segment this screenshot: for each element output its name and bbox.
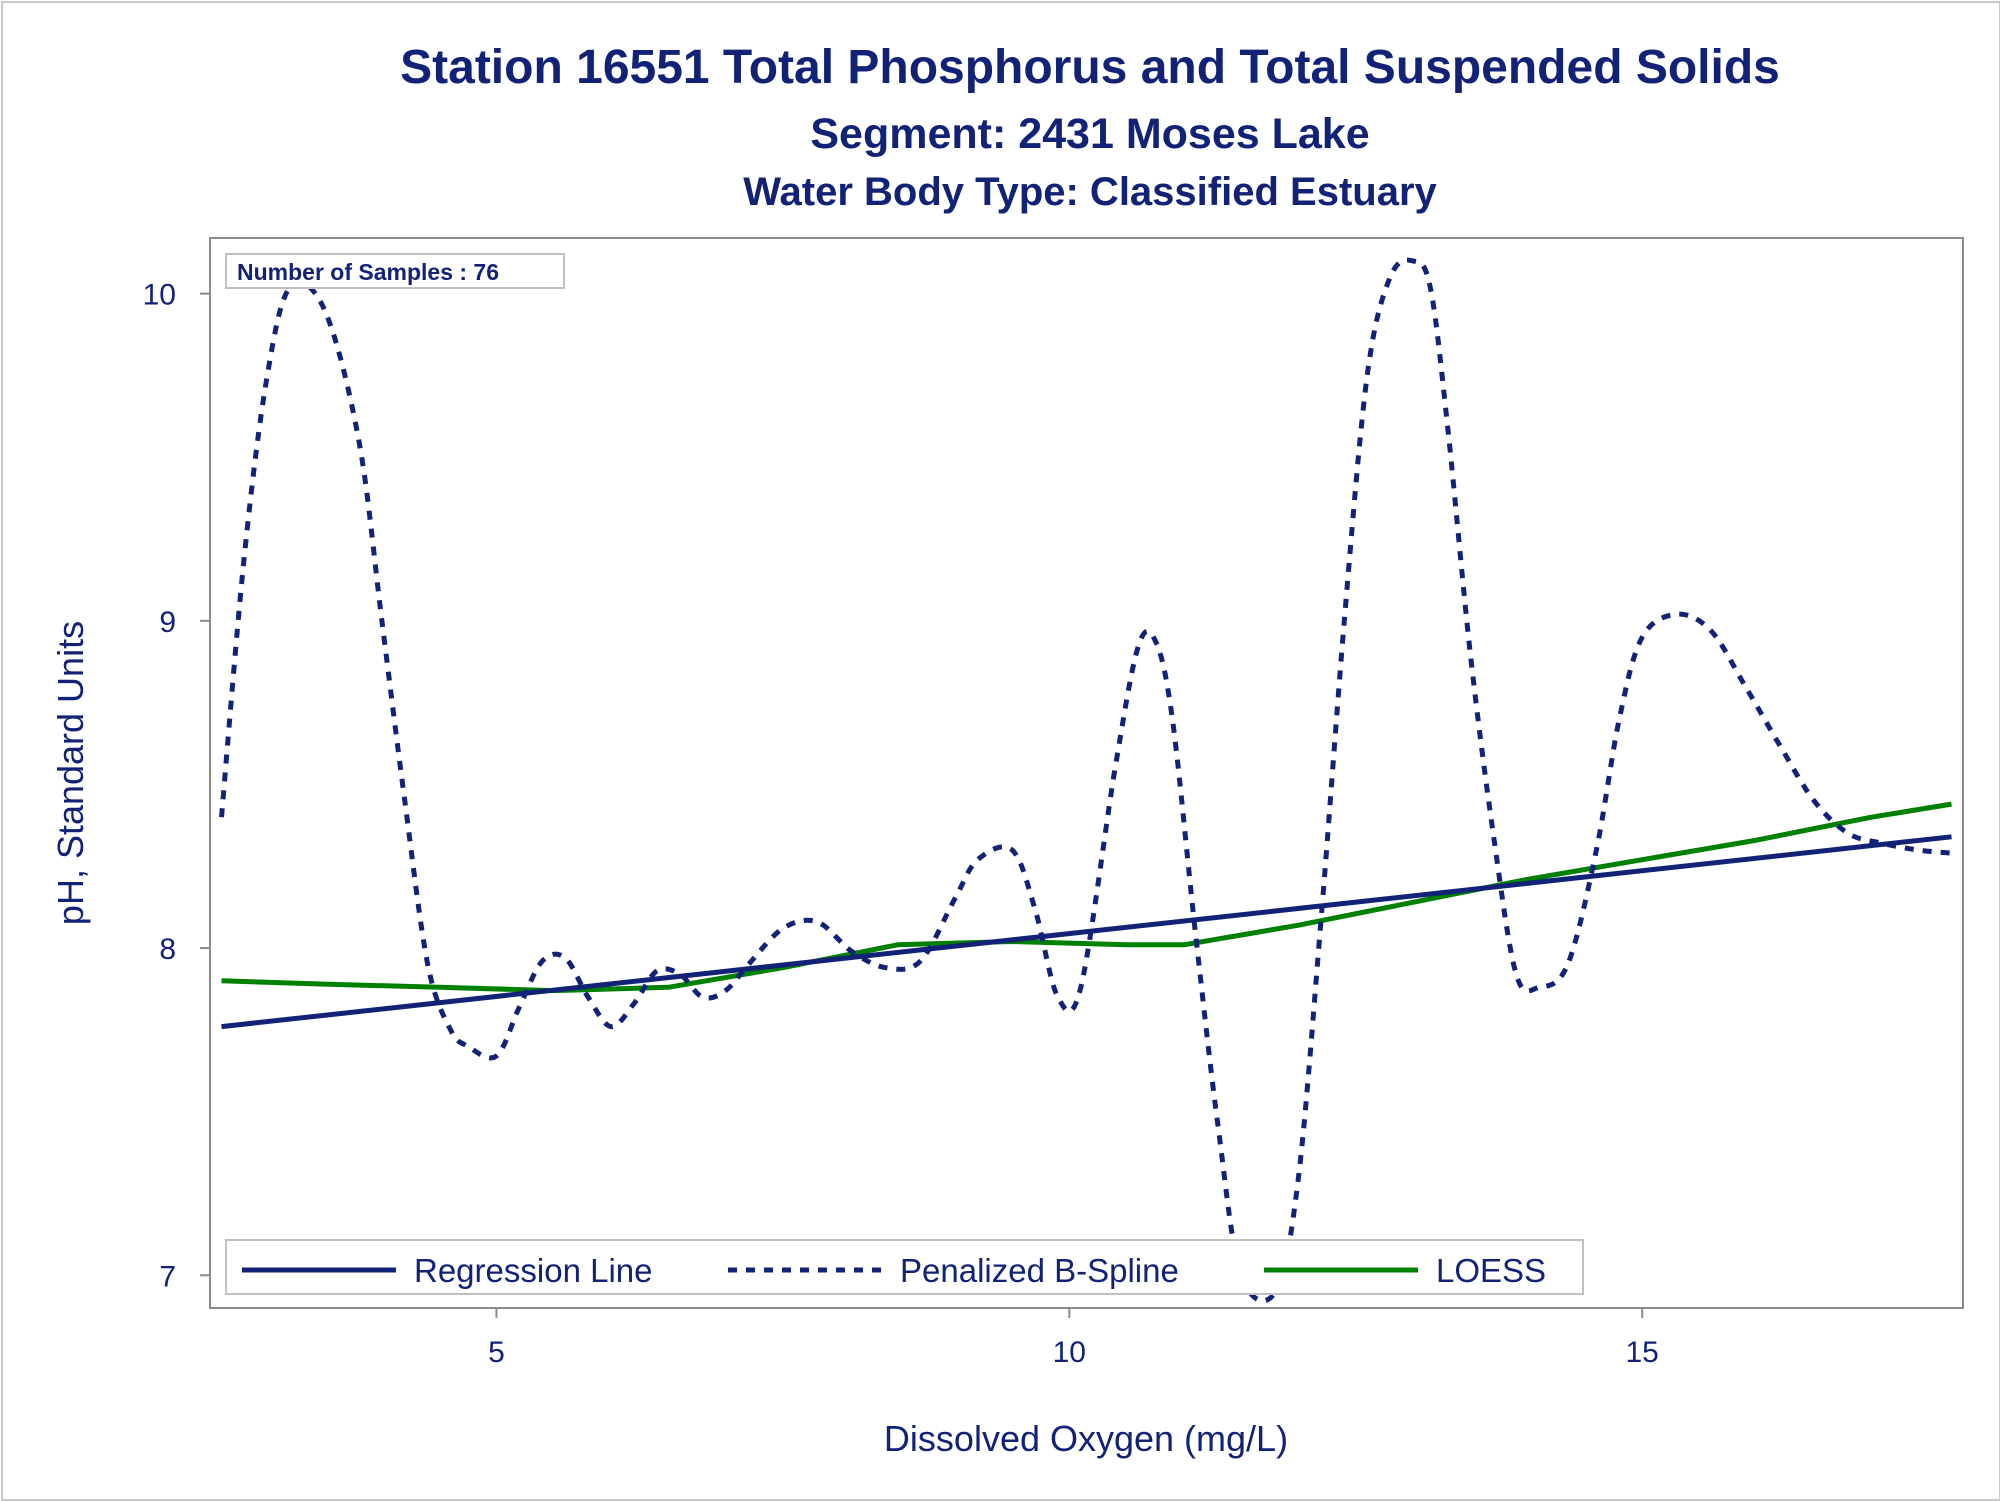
- series-layer: [219, 257, 1952, 1304]
- x-tick-label: 5: [488, 1336, 505, 1369]
- x-axis-label: Dissolved Oxygen (mg/L): [884, 1418, 1288, 1459]
- chart-title: Station 16551 Total Phosphorus and Total…: [400, 41, 1780, 94]
- y-tick-label: 8: [159, 933, 176, 966]
- y-axis-label: pH, Standard Units: [50, 621, 91, 925]
- legend-box: [225, 1239, 1584, 1295]
- chart-subtitle: Segment: 2431 Moses Lake: [810, 110, 1369, 158]
- sample-count-label: Number of Samples : 76: [237, 259, 499, 285]
- y-tick-label: 7: [159, 1260, 176, 1293]
- x-tick-label: 10: [1053, 1336, 1086, 1369]
- y-tick-label: 10: [143, 279, 176, 312]
- series-loess-line: [221, 801, 1952, 994]
- legend-label: LOESS: [1436, 1252, 1546, 1289]
- axes: 5 10 15 7 8 9 10: [143, 279, 1659, 1369]
- legend-label: Penalized B-Spline: [900, 1252, 1179, 1289]
- y-tick-label: 9: [159, 606, 176, 639]
- chart-subtitle-2: Water Body Type: Classified Estuary: [743, 170, 1437, 214]
- legend: Regression Line Penalized B-Spline LOESS: [242, 1252, 1546, 1289]
- x-tick-label: 15: [1626, 1336, 1659, 1369]
- series-regression-line-line: [221, 834, 1952, 1030]
- sample-count-box: [225, 253, 565, 289]
- legend-label: Regression Line: [414, 1252, 652, 1289]
- series-penalized-b-spline-line: [219, 257, 1952, 1304]
- plot-area: [209, 237, 1964, 1309]
